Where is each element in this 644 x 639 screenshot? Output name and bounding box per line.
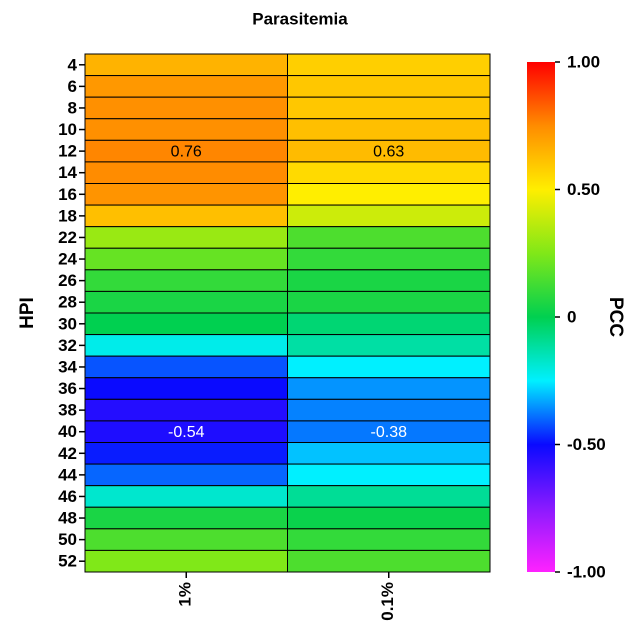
y-tick-label: 24 [58,250,77,269]
heatmap-cell [287,528,491,551]
heatmap-cell [287,549,491,573]
heatmap-cell [84,269,288,292]
colorbar [527,62,555,572]
heatmap-cell [287,377,491,400]
y-tick-label: 48 [58,509,77,528]
heatmap-cell [287,118,491,141]
heatmap-cell [287,442,491,465]
heatmap-cell [84,549,288,573]
y-tick-label: 30 [58,314,77,333]
heatmap-cell [84,53,288,77]
colorbar-tick-label: 0 [567,307,576,326]
heatmap-cell [287,485,491,508]
heatmap-cell [84,75,288,98]
heatmap-cell [84,398,288,422]
y-tick-label: 32 [58,336,77,355]
cell-label: 0.76 [171,143,202,160]
heatmap-cell [84,247,288,271]
colorbar-label: PCC [605,297,626,337]
heatmap-cell [287,75,491,98]
y-tick-label: 18 [58,206,77,225]
heatmap-cell [287,247,491,271]
y-tick-label: 40 [58,422,77,441]
y-tick-label: 50 [58,530,77,549]
colorbar-tick-label: -1.00 [567,562,606,581]
cell-label: -0.38 [371,424,408,441]
heatmap-cell [84,312,288,336]
heatmap-cell [84,528,288,551]
y-tick-label: 14 [58,163,77,182]
y-tick-label: 42 [58,444,77,463]
heatmap-cell [84,485,288,508]
y-tick-label: 44 [58,465,77,484]
heatmap-cell [287,53,491,77]
colorbar-tick-label: 1.00 [567,52,600,71]
y-tick-label: 8 [68,98,77,117]
cell-label: -0.54 [168,424,205,441]
y-tick-label: 46 [58,487,77,506]
heatmap-cell [287,355,491,379]
heatmap-cell [287,398,491,422]
heatmap-cell [84,463,288,487]
x-tick-label: 1% [176,582,195,607]
heatmap-cell [287,334,491,357]
y-tick-label: 38 [58,401,77,420]
x-tick-label: 0.1% [378,582,397,621]
y-tick-label: 10 [58,120,77,139]
y-tick-label: 22 [58,228,77,247]
colorbar-tick-label: 0.50 [567,180,600,199]
y-tick-label: 12 [58,142,77,161]
heatmap-cell [84,204,288,228]
heatmap-cell [84,161,288,185]
y-tick-label: 26 [58,271,77,290]
heatmap-cell [287,463,491,487]
heatmap-cell [84,118,288,141]
heatmap-cell [84,96,288,120]
heatmap-cell [287,183,491,206]
heatmap-cell [84,442,288,465]
chart-title: Parasitemia [252,9,348,28]
heatmap-cell [84,355,288,379]
y-tick-label: 28 [58,293,77,312]
heatmap-cell [287,506,491,530]
heatmap-cell [287,96,491,120]
heatmap-cell [287,204,491,228]
heatmap-cell [84,334,288,357]
heatmap-cell [287,290,491,314]
y-tick-label: 34 [58,357,77,376]
heatmap-cell [287,161,491,185]
heatmap-cell [84,226,288,249]
heatmap-cell [287,269,491,292]
heatmap-cell [84,290,288,314]
y-tick-label: 16 [58,185,77,204]
heatmap-cell [287,312,491,336]
colorbar-tick-label: -0.50 [567,435,606,454]
y-tick-label: 36 [58,379,77,398]
heatmap-cell [84,183,288,206]
heatmap-cell [287,226,491,249]
y-axis-label: HPI [17,297,38,329]
y-tick-label: 52 [58,552,77,571]
heatmap-cell [84,506,288,530]
heatmap-cell [84,377,288,400]
y-tick-label: 6 [68,77,77,96]
y-tick-label: 4 [68,55,78,74]
cell-label: 0.63 [373,143,404,160]
